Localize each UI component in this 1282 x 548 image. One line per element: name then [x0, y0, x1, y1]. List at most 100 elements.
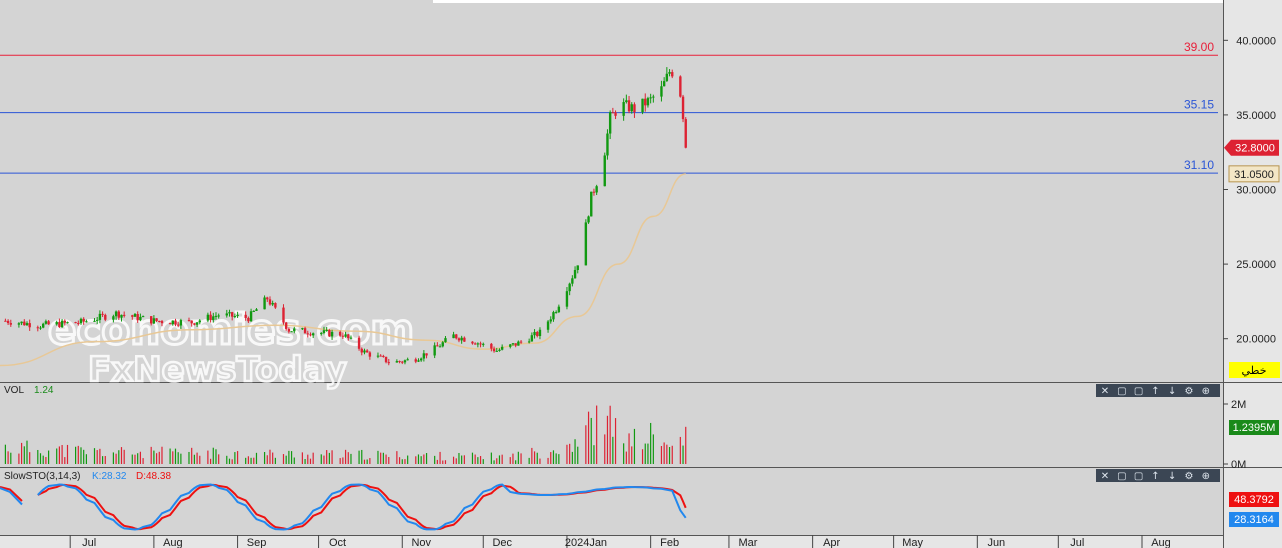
down-icon[interactable]: ↓ — [1168, 471, 1176, 482]
candle-body — [225, 313, 228, 316]
candle-body — [452, 334, 455, 339]
candle-body — [633, 104, 636, 113]
time-tick-label: Apr — [823, 537, 840, 548]
candle-body — [209, 314, 212, 320]
candle-body — [460, 337, 463, 341]
oscillator-d-badge-label: 48.3792 — [1234, 494, 1274, 506]
candle-body — [187, 320, 191, 322]
candle-body — [438, 346, 442, 348]
candle-body — [338, 331, 342, 336]
line-tool-tag[interactable] — [1229, 362, 1280, 378]
price-badges: 32.8000 31.0500 — [1224, 139, 1280, 183]
candle-body — [66, 322, 69, 324]
candle-body — [417, 360, 420, 362]
price-tick-label: 30.0000 — [1236, 185, 1276, 197]
candle-body — [441, 342, 444, 347]
candle-body — [325, 329, 328, 331]
volume-tick-label: 0M — [1231, 459, 1246, 471]
candle-body — [44, 321, 48, 324]
last-price-badge-label: 32.8000 — [1235, 143, 1275, 155]
time-axis-ticks: Jul Aug Sep Oct Nov Dec 2024Jan Feb Mar Apr May Jun… — [69, 535, 1171, 548]
candle-body — [39, 327, 42, 329]
candle-body — [233, 316, 237, 318]
candle-body — [519, 341, 523, 343]
candle-body — [190, 320, 193, 324]
line-tool-tag-label: خطي — [1242, 365, 1267, 377]
window-icon[interactable]: ▢ — [1117, 386, 1126, 397]
oscillator-k-label: K:28.32 — [92, 471, 127, 482]
candle-body — [552, 312, 555, 320]
candle-body — [139, 316, 142, 321]
lock-icon[interactable]: ⊕ — [1202, 471, 1210, 482]
candle-body — [538, 329, 542, 337]
candle-body — [511, 343, 515, 345]
candle-body — [174, 320, 177, 325]
price-tick-label: 20.0000 — [1236, 334, 1276, 346]
candle-body — [573, 269, 577, 279]
candle-body — [247, 317, 250, 322]
candle-body — [284, 322, 288, 329]
candle-body — [98, 313, 102, 320]
candle-body — [368, 352, 372, 357]
candle-body — [271, 303, 274, 305]
up-icon[interactable]: ↑ — [1151, 386, 1159, 397]
volume-bars — [4, 405, 687, 464]
candle-body — [9, 323, 12, 325]
gear-icon[interactable]: ⚙ — [1185, 386, 1194, 397]
candle-body — [293, 328, 296, 332]
window-icon[interactable]: ▢ — [1117, 471, 1126, 482]
candle-body — [255, 309, 258, 311]
down-icon[interactable]: ↓ — [1168, 386, 1176, 397]
candle-body — [495, 350, 498, 352]
price-tick-label: 35.0000 — [1236, 110, 1276, 122]
window-icon[interactable]: ▢ — [1134, 471, 1143, 482]
candle-body — [587, 216, 590, 223]
candle-body — [498, 349, 501, 351]
candle-body — [309, 334, 312, 336]
candle-body — [401, 361, 404, 363]
oscillator-d-line-start — [0, 486, 23, 502]
candle-body — [228, 312, 231, 314]
gear-icon[interactable]: ⚙ — [1185, 471, 1194, 482]
candle-body — [322, 330, 326, 333]
time-tick-label: Mar — [738, 537, 757, 548]
candle-body — [662, 81, 666, 87]
oscillator-panel-controls[interactable]: ✕ ▢ ▢ ↑ ↓ ⚙ ⊕ — [1096, 469, 1220, 482]
candle-body — [104, 314, 107, 320]
moving-average-line — [0, 173, 686, 367]
candle-body — [155, 318, 158, 321]
candle-body — [341, 335, 345, 337]
close-icon[interactable]: ✕ — [1101, 386, 1109, 397]
candle-body — [85, 321, 88, 323]
candle-body — [646, 98, 650, 106]
candle-body — [403, 360, 407, 363]
candle-body — [479, 343, 482, 345]
candle-body — [684, 119, 687, 148]
candle-body — [23, 321, 26, 326]
candle-body — [176, 324, 180, 326]
candle-body — [681, 96, 685, 120]
close-icon[interactable]: ✕ — [1101, 471, 1109, 482]
candle-body — [193, 323, 196, 325]
lock-icon[interactable]: ⊕ — [1202, 386, 1210, 397]
candle-body — [266, 297, 269, 300]
candle-body — [641, 98, 644, 113]
volume-tick-label: 2M — [1231, 399, 1246, 411]
time-tick-label: Jun — [987, 537, 1005, 548]
candle-body — [55, 322, 58, 325]
time-tick-label: Sep — [247, 537, 267, 548]
candles — [4, 67, 687, 366]
volume-panel-controls[interactable]: ✕ ▢ ▢ ↑ ↓ ⚙ ⊕ — [1096, 384, 1220, 397]
candle-body — [214, 315, 218, 317]
up-icon[interactable]: ↑ — [1151, 471, 1159, 482]
candle-body — [28, 323, 31, 328]
candle-body — [433, 345, 436, 356]
candle-body — [112, 316, 115, 320]
window-icon[interactable]: ▢ — [1134, 386, 1143, 397]
candle-body — [422, 353, 426, 359]
oscillator-k-line — [37, 483, 687, 531]
candle-body — [306, 333, 309, 335]
time-tick-label: Aug — [163, 537, 183, 548]
price-tick-label: 25.0000 — [1236, 259, 1276, 271]
